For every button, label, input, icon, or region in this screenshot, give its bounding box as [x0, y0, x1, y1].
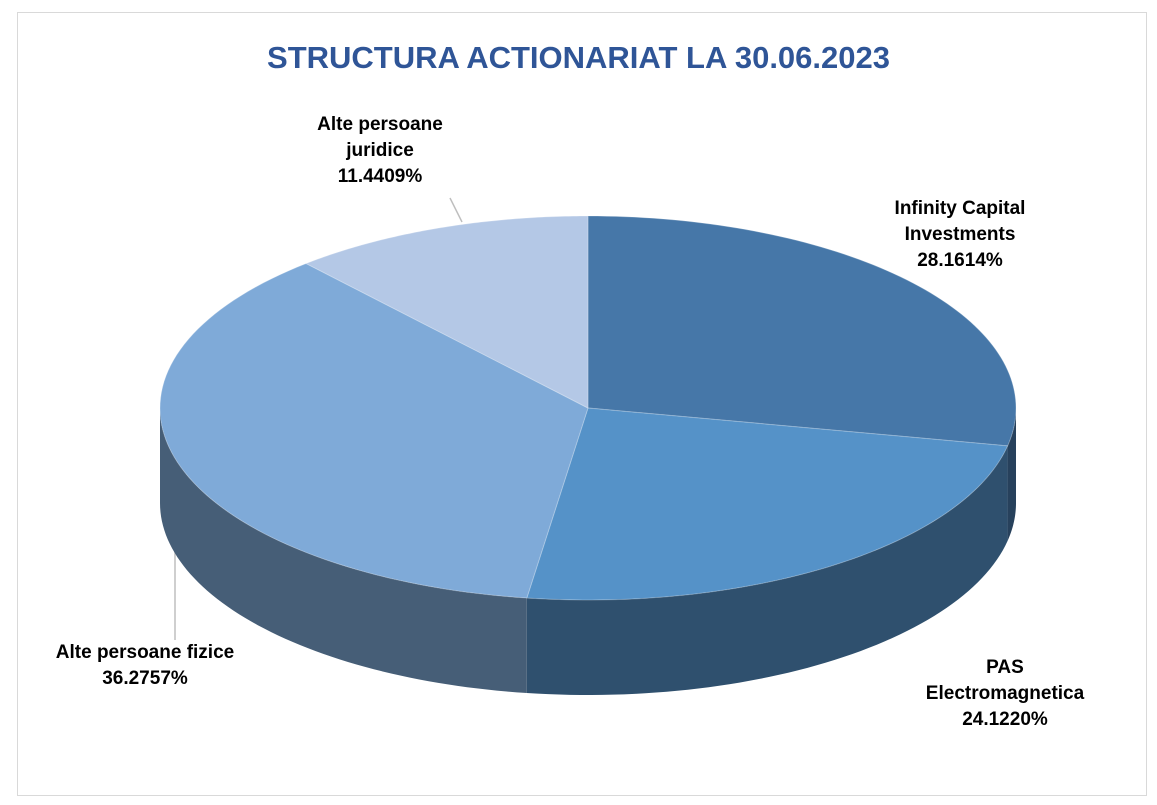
pie-slices — [159, 215, 1017, 601]
slice — [526, 407, 1009, 601]
label-value: 36.2757% — [102, 668, 188, 689]
slice-side — [526, 445, 1008, 695]
chart-title: STRUCTURA ACTIONARIAT LA 30.06.2023 — [267, 40, 890, 75]
data-label: Alte persoane fizice 36.2757% — [50, 640, 240, 692]
label-category: PAS Electromagnetica — [925, 657, 1085, 704]
slice-side — [1007, 408, 1016, 541]
chart-frame — [17, 12, 1147, 796]
label-category: Alte persoane juridice — [317, 114, 443, 161]
slice-side — [160, 408, 527, 694]
data-label: PAS Electromagnetica 24.1220% — [910, 655, 1100, 733]
slice — [587, 215, 1017, 447]
data-label: Infinity Capital Investments 28.1614% — [865, 196, 1055, 274]
slice — [159, 262, 589, 599]
label-value: 24.1220% — [962, 709, 1048, 730]
pie-sides — [160, 408, 1016, 695]
label-value: 11.4409% — [337, 166, 423, 187]
leader-line — [449, 197, 463, 223]
slice — [304, 215, 589, 409]
label-category: Alte persoane fizice — [55, 642, 235, 663]
label-value: 28.1614% — [917, 250, 1003, 271]
data-label: Alte persoane juridice 11.4409% — [285, 112, 475, 190]
label-category: Infinity Capital Investments — [894, 198, 1026, 245]
